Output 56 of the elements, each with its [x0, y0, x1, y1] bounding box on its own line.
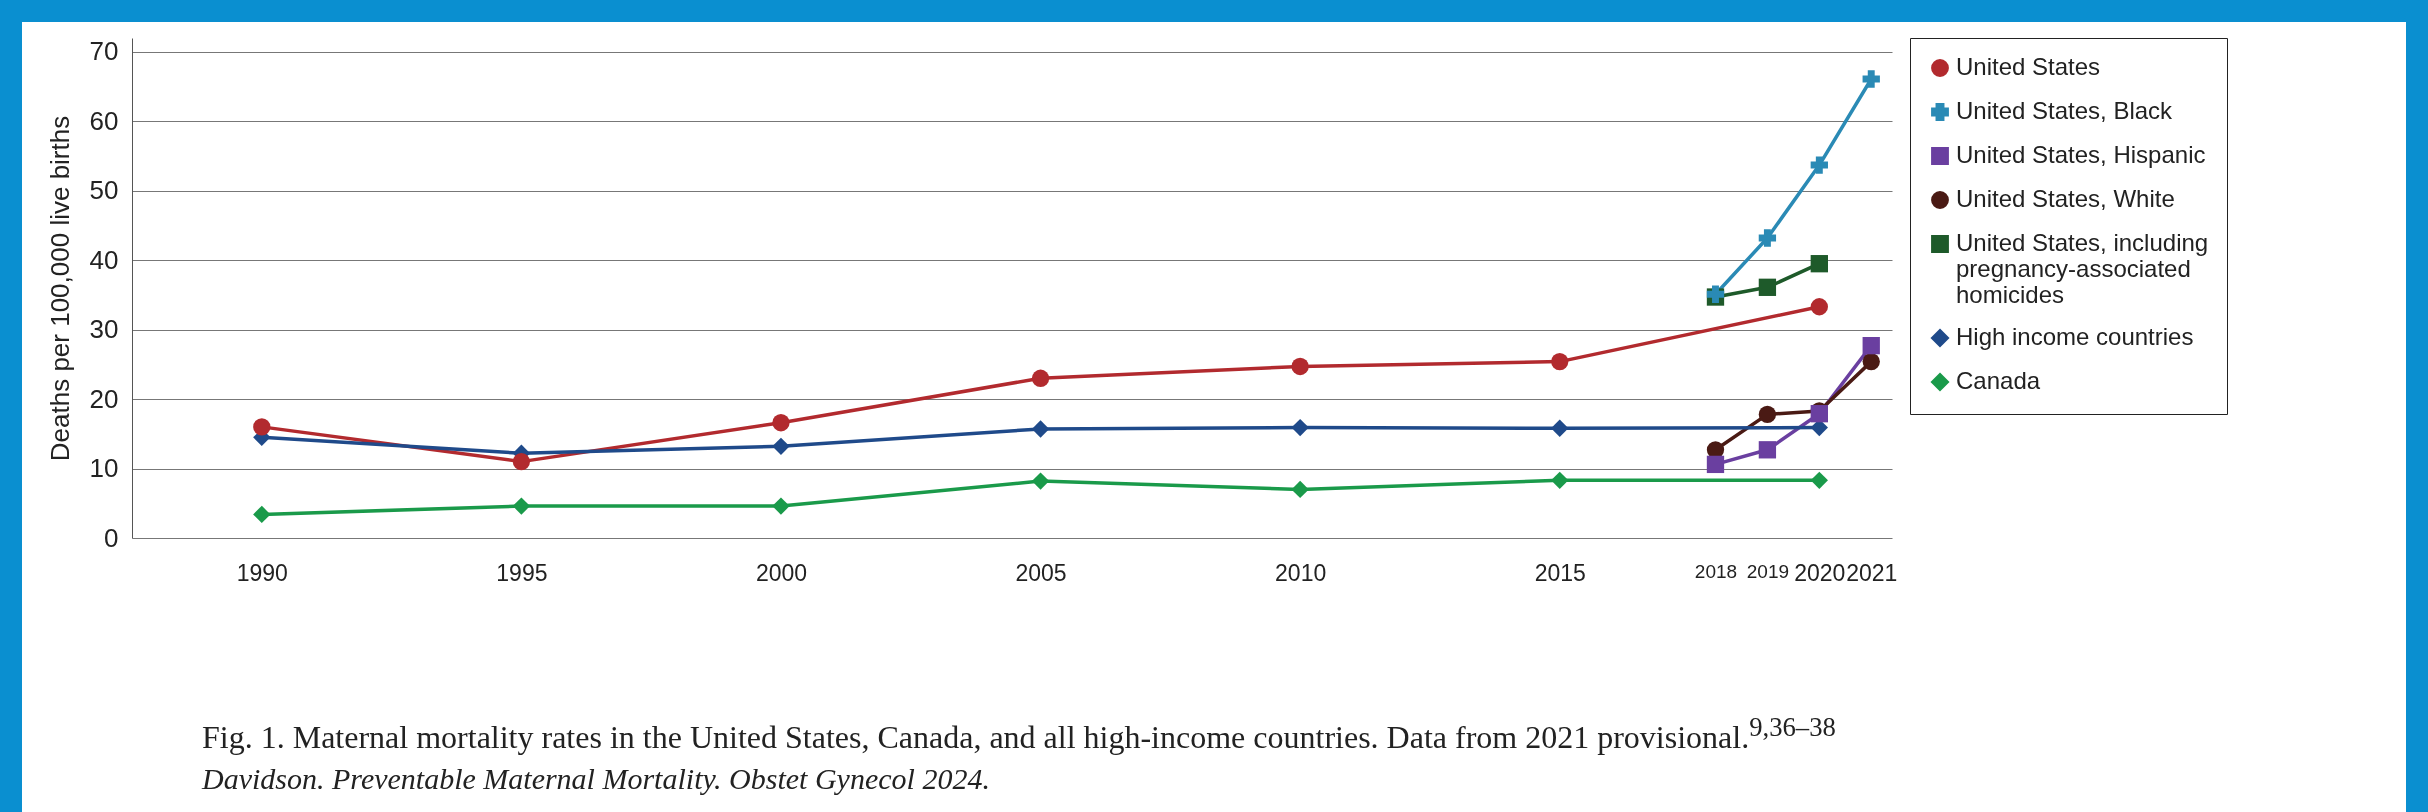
y-tick-label: 0 — [104, 522, 119, 553]
x-tick-label: 1990 — [236, 559, 288, 586]
legend-label: Canada — [1956, 367, 2041, 394]
point — [1291, 357, 1309, 376]
x-tick-label: 2020 — [1794, 559, 1846, 586]
point — [1291, 418, 1309, 437]
y-tick-label: 50 — [89, 175, 119, 206]
point — [1758, 229, 1777, 247]
point — [1291, 480, 1309, 499]
x-tick-label: 2015 — [1534, 559, 1586, 586]
x-tick-label: 2000 — [755, 559, 808, 586]
point — [1031, 420, 1050, 438]
point — [1862, 336, 1880, 355]
point — [512, 497, 531, 515]
point — [772, 497, 790, 515]
point — [253, 505, 271, 524]
x-tick-label: 2010 — [1275, 559, 1327, 586]
legend-label: United States, White — [1956, 185, 2175, 212]
y-tick-label: 30 — [89, 314, 119, 345]
point — [1031, 472, 1050, 490]
point — [1706, 455, 1725, 474]
y-tick-label: 60 — [89, 105, 119, 136]
legend-label: United States, Hispanic — [1956, 141, 2206, 168]
y-tick-label: 70 — [89, 36, 119, 67]
x-tick-label: 2021 — [1846, 559, 1898, 586]
point — [1031, 369, 1050, 387]
point — [1551, 352, 1569, 371]
y-axis-title: Deaths per 100,000 live births — [44, 115, 75, 462]
point — [772, 414, 790, 432]
x-tick-label: 2005 — [1015, 559, 1067, 586]
point — [1758, 405, 1777, 424]
x-tick-label: 2019 — [1746, 560, 1790, 582]
legend-label: United States — [1956, 53, 2101, 80]
x-tick-label: 1995 — [496, 559, 548, 586]
point — [1551, 419, 1569, 437]
caption: Fig. 1. Maternal mortality rates in the United States, Canada, and all high-income countries. Data from 2021 provisional.$^{9,36–38}$ — [202, 712, 1836, 756]
point — [1551, 471, 1569, 490]
y-tick-label: 20 — [89, 383, 119, 414]
y-tick-label: 10 — [89, 453, 119, 484]
legend-label: United States, Black — [1956, 97, 2174, 124]
x-tick-label: 2018 — [1694, 560, 1738, 582]
point — [1810, 255, 1828, 273]
point — [1810, 298, 1828, 316]
y-tick-label: 40 — [89, 244, 119, 275]
point — [1758, 441, 1777, 459]
legend-label: High income countries — [1956, 323, 2194, 350]
point — [772, 437, 790, 455]
point — [1810, 471, 1828, 490]
legend-label: United States, including pregnancy-associated homicides — [1956, 229, 2209, 308]
text: Davidson. Preventable Maternal Mortality. Obstet Gynecol 2024. — [202, 761, 991, 796]
point — [1810, 156, 1828, 174]
point — [1862, 70, 1880, 88]
point — [253, 418, 271, 436]
point — [512, 452, 531, 471]
point — [1758, 278, 1777, 296]
point — [1862, 352, 1880, 371]
